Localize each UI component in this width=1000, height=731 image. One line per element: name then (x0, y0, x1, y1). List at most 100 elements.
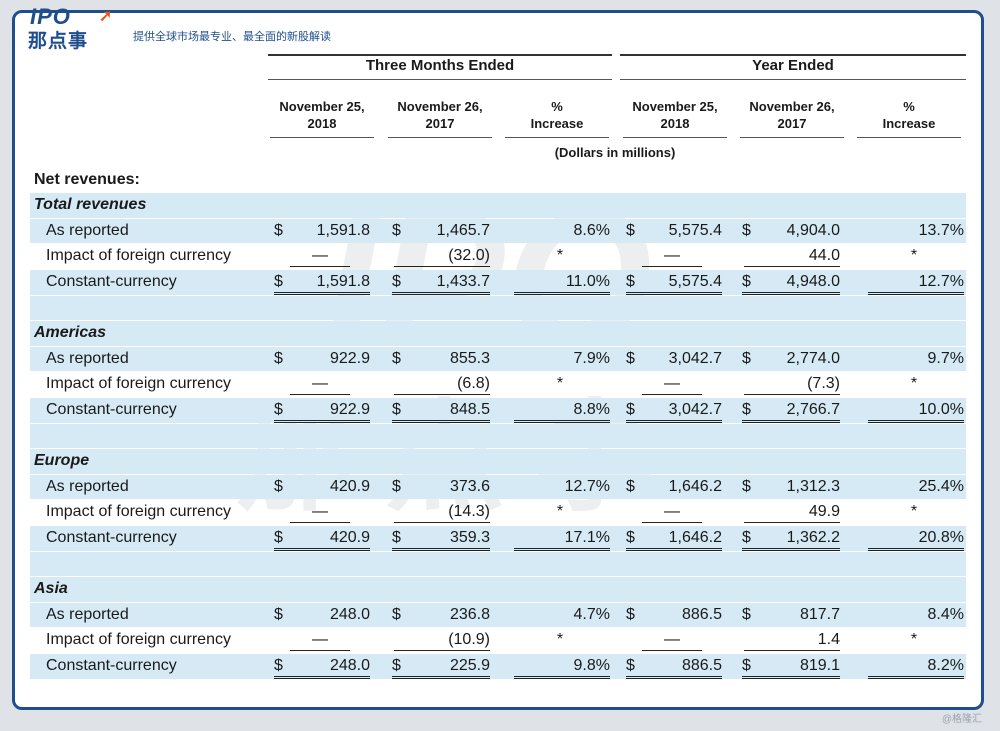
row-label: Constant-currency (46, 657, 177, 675)
row-band-4-0 (30, 577, 966, 602)
column-header-3-line-1: % (551, 99, 563, 114)
row-label: As reported (46, 477, 129, 495)
dollar-sign: $ (626, 221, 635, 239)
table-cell: — (642, 502, 702, 524)
table-cell: 886.5 (681, 605, 722, 623)
row-band-3-3 (30, 526, 966, 551)
dollar-sign: $ (742, 221, 751, 239)
row-label: Constant-currency (46, 401, 177, 419)
column-header-6-line-1: % (903, 99, 915, 114)
table-cell: 44.0 (744, 246, 840, 268)
table-cell: 1,646.2 (626, 528, 722, 552)
table-cell: 11.0% (514, 272, 610, 296)
table-cell: 236.8 (449, 605, 490, 623)
table-cell: — (642, 630, 702, 652)
column-header-rule-5 (740, 137, 844, 138)
table-cell: — (642, 246, 702, 268)
column-header-4-line-1: November 25, (632, 99, 718, 114)
row-label: As reported (46, 221, 129, 239)
row-band-2-1 (30, 346, 966, 372)
table-cell: 13.7% (918, 221, 964, 239)
table-cell: 1,433.7 (394, 272, 490, 296)
dollar-sign: $ (742, 349, 751, 367)
table-cell: 4,948.0 (744, 272, 840, 296)
table-cell: 17.1% (514, 528, 610, 552)
table-cell: 10.0% (868, 400, 964, 424)
page-header: IPO ➚ 那点事 提供全球市场最专业、最全面的新股解读 (0, 0, 1000, 52)
table-cell: — (290, 374, 350, 396)
dollar-sign: $ (392, 605, 401, 623)
table-cell: 20.8% (868, 528, 964, 552)
table-cell: 1,362.2 (744, 528, 840, 552)
group-rule-three-months (268, 79, 612, 80)
table-cell: 819.1 (744, 656, 840, 680)
column-header-rule-2 (388, 137, 492, 138)
logo-cn-text: 那点事 (28, 31, 89, 52)
dollar-sign: $ (274, 477, 283, 495)
row-band-1-1 (30, 218, 966, 244)
table-cell: 922.9 (274, 400, 370, 424)
group-header-year: Year Ended (752, 57, 834, 74)
row-band-2-4 (30, 423, 966, 449)
table-cell: 1,312.3 (786, 477, 840, 495)
table-cell: 7.9% (573, 349, 610, 367)
table-cell: 848.5 (394, 400, 490, 424)
table-cell: * (556, 631, 564, 649)
table-cell: — (290, 502, 350, 524)
table-cell: 2,774.0 (786, 349, 840, 367)
table-cell: 1,465.7 (436, 221, 490, 239)
table-cell: 373.6 (449, 477, 490, 495)
table-cell: 8.2% (868, 656, 964, 680)
dollar-sign: $ (392, 477, 401, 495)
row-label: Impact of foreign currency (46, 247, 231, 265)
table-cell: 1,646.2 (668, 477, 722, 495)
table-cell: 248.0 (274, 656, 370, 680)
group-header-three-months: Three Months Ended (365, 57, 515, 74)
column-header-rule-1 (270, 137, 374, 138)
dollar-sign: $ (626, 349, 635, 367)
column-header-5-line-2: 2017 (777, 116, 807, 131)
table-cell: * (556, 375, 564, 393)
top-rule-three-months (268, 54, 612, 56)
logo-ipo-text: IPO (30, 4, 71, 29)
row-band-2-3 (30, 398, 966, 423)
table-cell: 4,904.0 (786, 221, 840, 239)
table-cell: 8.8% (514, 400, 610, 424)
dollar-sign: $ (274, 605, 283, 623)
table-cell: 817.7 (799, 605, 840, 623)
row-label: Constant-currency (46, 529, 177, 547)
table-cell: (7.3) (744, 374, 840, 396)
column-header-2-line-1: November 26, (397, 99, 483, 114)
table-cell: 855.3 (449, 349, 490, 367)
section-title-total-revenues: Total revenues (34, 196, 147, 213)
section-title-asia: Asia (34, 580, 68, 597)
table-cell: 5,575.4 (668, 221, 722, 239)
table-cell: (14.3) (394, 502, 490, 524)
table-cell: 5,575.4 (626, 272, 722, 296)
table-cell: — (290, 246, 350, 268)
units-note: (Dollars in millions) (554, 145, 676, 160)
column-header-4-line-2: 2018 (660, 116, 690, 131)
section-title-europe: Europe (34, 452, 90, 469)
dollar-sign: $ (392, 349, 401, 367)
column-header-6-line-2: Increase (882, 116, 936, 131)
section-title-americas: Americas (34, 324, 107, 341)
table-cell: 49.9 (744, 502, 840, 524)
row-band-2-0 (30, 321, 966, 346)
dollar-sign: $ (742, 605, 751, 623)
top-rule-year (620, 54, 966, 56)
dollar-sign: $ (626, 477, 635, 495)
row-band-1-3 (30, 270, 966, 295)
table-cell: 225.9 (394, 656, 490, 680)
table-cell: 12.7% (564, 477, 610, 495)
row-band-3-1 (30, 474, 966, 500)
table-cell: 1.4 (744, 630, 840, 652)
table-cell: (6.8) (394, 374, 490, 396)
table-cell: (10.9) (394, 630, 490, 652)
column-header-5-line-1: November 26, (749, 99, 835, 114)
column-header-1-line-1: November 25, (279, 99, 365, 114)
table-cell: (32.0) (394, 246, 490, 268)
table-cell: 25.4% (918, 477, 964, 495)
table-cell: 9.8% (514, 656, 610, 680)
column-header-rule-4 (623, 137, 727, 138)
